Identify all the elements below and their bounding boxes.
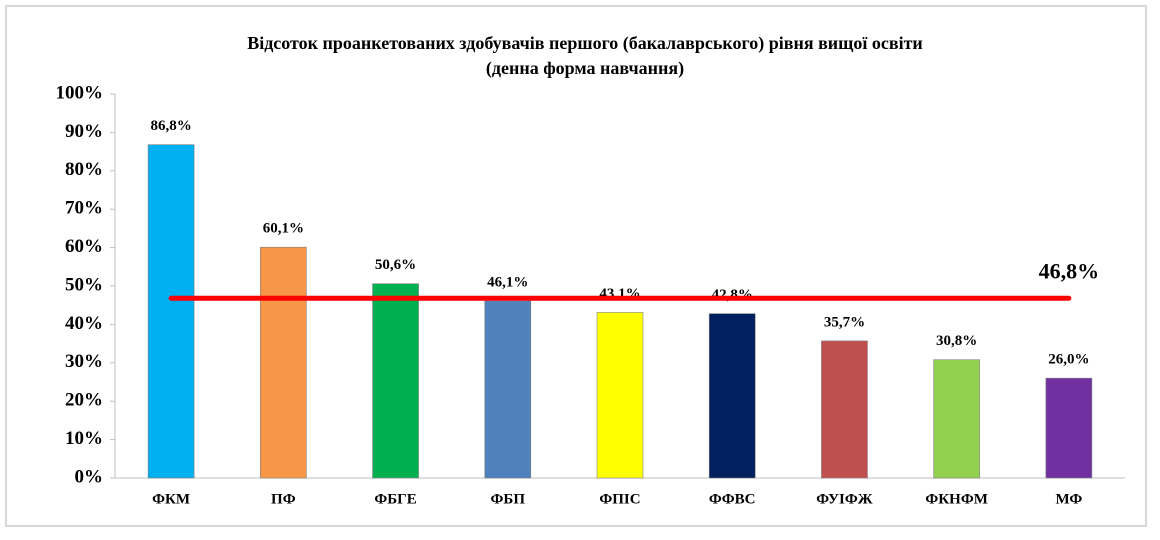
bar [1045, 377, 1093, 479]
bar [147, 144, 195, 479]
x-tick-label: ФБП [491, 491, 526, 507]
data-label: 50,6% [375, 257, 416, 273]
y-tick-label: 90% [65, 121, 103, 142]
bar [708, 313, 756, 479]
y-tick-label: 30% [65, 351, 103, 372]
data-label: 30,8% [936, 333, 977, 349]
y-tick-label: 20% [65, 390, 103, 411]
bar [821, 340, 868, 479]
average-label: 46,8% [1039, 258, 1100, 283]
y-tick-label: 40% [65, 313, 103, 334]
bar [484, 300, 532, 479]
data-label: 86,8% [150, 118, 191, 134]
y-tick-label: 50% [65, 274, 103, 295]
bar [372, 283, 419, 479]
chart-title: Відсоток проанкетованих здобувачів першо… [247, 33, 923, 54]
y-tick-label: 80% [65, 159, 103, 180]
x-tick-label: ФПІС [599, 491, 640, 507]
x-tick-label: ФКНФМ [925, 491, 987, 507]
x-tick-label: ПФ [271, 491, 296, 507]
data-label: 26,0% [1048, 352, 1089, 368]
x-tick-label: ФБГЕ [374, 491, 416, 507]
data-label: 35,7% [824, 314, 865, 330]
y-tick-label: 60% [65, 236, 103, 257]
y-tick-label: 100% [56, 82, 104, 103]
chart-subtitle: (денна форма навчання) [486, 58, 684, 79]
bar [596, 312, 644, 479]
y-tick-label: 70% [65, 198, 103, 219]
x-tick-label: ФУІФЖ [816, 491, 872, 507]
x-tick-label: ФКМ [152, 491, 190, 507]
x-tick-label: МФ [1055, 491, 1082, 507]
x-tick-label: ФФВС [709, 491, 756, 507]
bar [260, 246, 307, 479]
y-tick-label: 0% [75, 466, 104, 487]
data-label: 46,1% [487, 274, 528, 290]
y-tick-label: 10% [65, 428, 103, 449]
data-label: 60,1% [263, 221, 304, 237]
bar [933, 359, 980, 479]
